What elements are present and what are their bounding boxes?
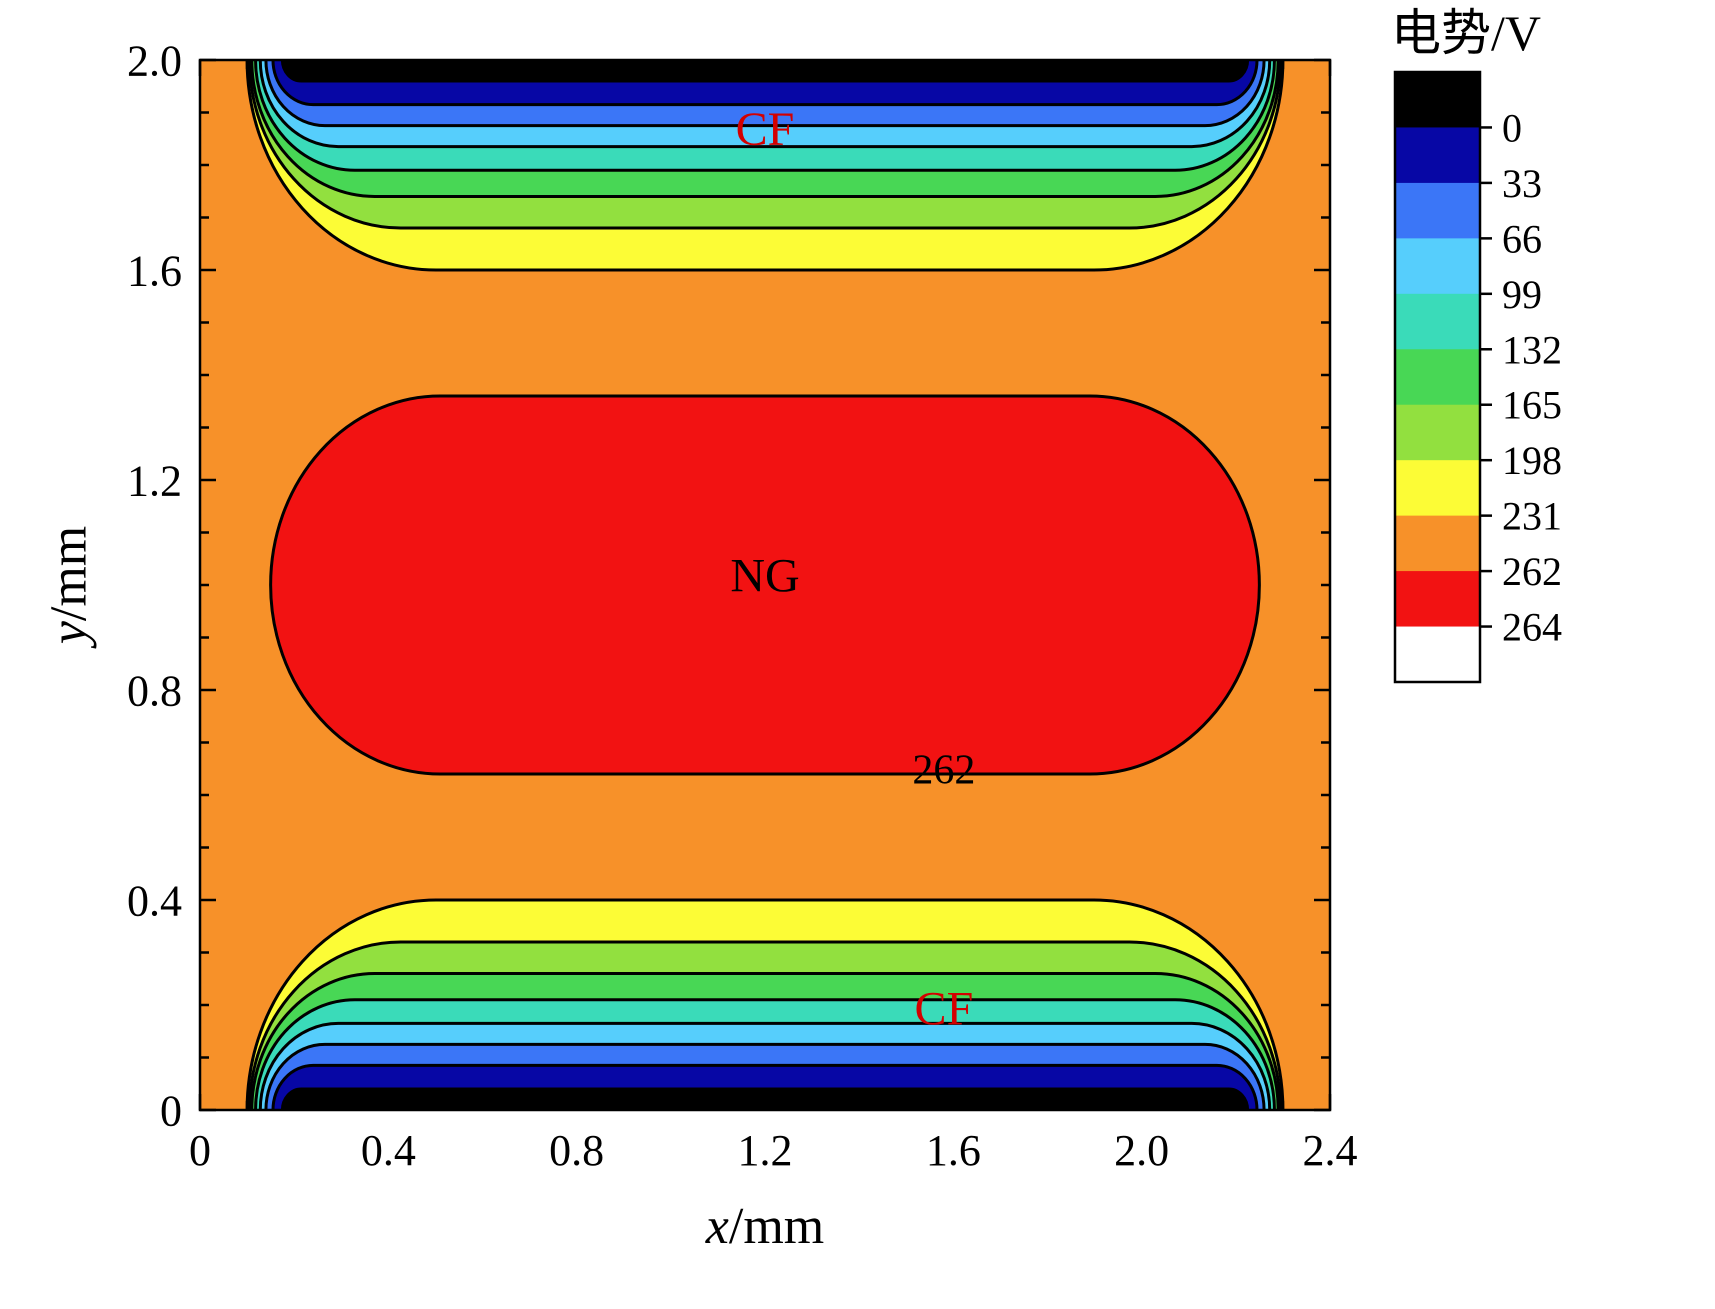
colorbar-tick-label: 165: [1502, 383, 1562, 428]
xtick-label: 0.4: [361, 1126, 416, 1175]
colorbar-swatch: [1395, 571, 1480, 627]
colorbar-swatch: [1395, 460, 1480, 516]
colorbar-swatch: [1395, 238, 1480, 294]
colorbar-tick-label: 262: [1502, 549, 1562, 594]
colorbar-swatch: [1395, 349, 1480, 405]
colorbar-title: 电势/V: [1391, 5, 1541, 61]
colorbar-swatch: [1395, 72, 1480, 128]
colorbar-tick-label: 33: [1502, 161, 1542, 206]
contour-figure: 0 0.4 0.8 1.2 1.6 2.0 2.4 0 0.4 0.8 1.2 1.6 2.0 x/mm y…: [0, 0, 1715, 1309]
annotation-cf: CF: [736, 103, 795, 156]
colorbar-swatch: [1395, 405, 1480, 461]
colorbar-tick-label: 264: [1502, 605, 1562, 650]
colorbar-tick-label: 0: [1502, 105, 1522, 150]
colorbar-swatch: [1395, 183, 1480, 239]
colorbar-swatch: [1395, 294, 1480, 350]
x-axis-label: x/mm: [705, 1198, 824, 1255]
ytick-label: 0.8: [127, 666, 182, 715]
xtick-label: 1.6: [926, 1126, 981, 1175]
colorbar-tick-label: 66: [1502, 216, 1542, 261]
ytick-label: 1.2: [127, 456, 182, 505]
ytick-label: 0: [160, 1086, 182, 1135]
ytick-label: 0.4: [127, 876, 182, 925]
annotation-262: 262: [912, 747, 975, 793]
colorbar-tick-label: 198: [1502, 438, 1562, 483]
xtick-label: 2.0: [1114, 1126, 1169, 1175]
annotation-ng: NG: [730, 549, 799, 602]
colorbar-swatch: [1395, 516, 1480, 572]
xtick-label: 0: [189, 1126, 211, 1175]
xtick-label: 2.4: [1303, 1126, 1358, 1175]
colorbar-tick-label: 231: [1502, 494, 1562, 539]
contour-layers: [200, 0, 1330, 1309]
xtick-label: 0.8: [549, 1126, 604, 1175]
colorbar-tick-label: 132: [1502, 327, 1562, 372]
colorbar-tick-label: 99: [1502, 272, 1542, 317]
ytick-label: 2.0: [127, 36, 182, 85]
annotation-cf: CF: [915, 982, 974, 1035]
y-axis-label: y/mm: [41, 526, 98, 649]
figure-root: 0 0.4 0.8 1.2 1.6 2.0 2.4 0 0.4 0.8 1.2 1.6 2.0 x/mm y…: [0, 0, 1715, 1309]
colorbar-swatch: [1395, 627, 1480, 683]
xtick-label: 1.2: [738, 1126, 793, 1175]
colorbar-swatch: [1395, 127, 1480, 183]
ytick-label: 1.6: [127, 246, 182, 295]
